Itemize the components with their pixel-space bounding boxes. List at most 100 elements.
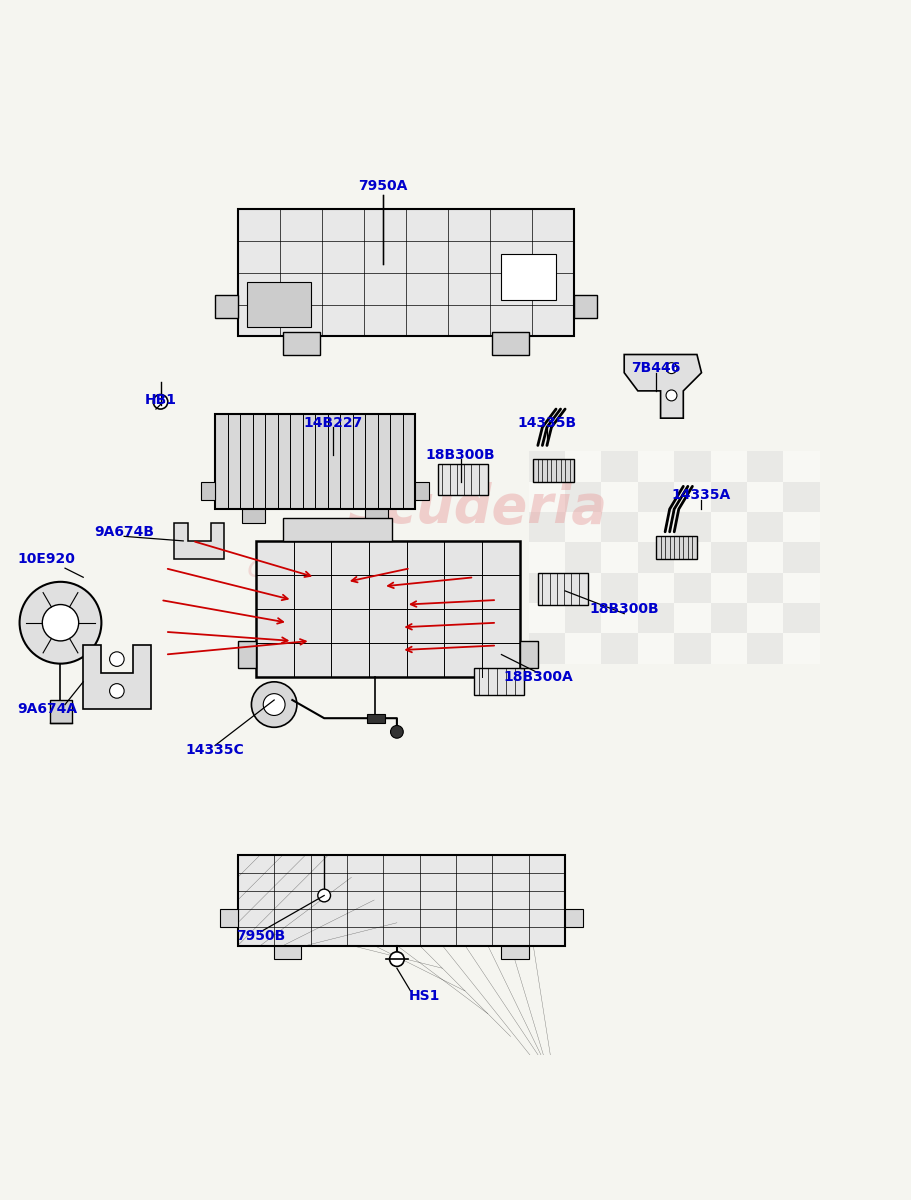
Circle shape (263, 694, 285, 715)
Circle shape (109, 684, 124, 698)
Circle shape (390, 726, 403, 738)
Bar (710, 542, 746, 572)
Bar (673, 542, 710, 572)
Bar (274, 946, 302, 959)
Bar (673, 482, 710, 512)
Bar (655, 536, 696, 559)
Text: 7950B: 7950B (236, 930, 285, 943)
Bar (710, 512, 746, 542)
Bar (247, 282, 310, 328)
Bar (710, 482, 746, 512)
Text: 14335A: 14335A (671, 488, 731, 503)
Text: HS1: HS1 (408, 989, 439, 1002)
Bar (242, 509, 265, 523)
Bar (637, 572, 673, 604)
Bar (601, 512, 637, 542)
Bar (492, 331, 528, 354)
Bar (565, 542, 601, 572)
Bar (565, 451, 601, 482)
FancyBboxPatch shape (215, 414, 415, 509)
Bar (501, 254, 556, 300)
Circle shape (153, 395, 168, 409)
Bar (528, 451, 565, 482)
Circle shape (42, 605, 78, 641)
Bar (501, 946, 528, 959)
Bar (746, 542, 783, 572)
Bar (673, 634, 710, 664)
Bar (528, 572, 565, 604)
Circle shape (665, 362, 676, 373)
Bar (746, 512, 783, 542)
Bar (746, 451, 783, 482)
Text: 14B227: 14B227 (303, 415, 363, 430)
Bar (783, 512, 819, 542)
Bar (565, 482, 601, 512)
Text: 14335C: 14335C (186, 743, 244, 757)
Bar (565, 634, 601, 664)
Text: 14335B: 14335B (517, 415, 576, 430)
Bar (601, 482, 637, 512)
Bar (528, 542, 565, 572)
Bar (601, 572, 637, 604)
Bar (601, 604, 637, 634)
Bar (238, 641, 256, 668)
Bar (710, 572, 746, 604)
Bar (574, 295, 597, 318)
Bar (783, 604, 819, 634)
Circle shape (19, 582, 101, 664)
FancyBboxPatch shape (238, 209, 574, 336)
Bar (601, 634, 637, 664)
FancyBboxPatch shape (238, 854, 565, 946)
Bar (366, 714, 384, 722)
Polygon shape (83, 646, 151, 709)
Bar (746, 604, 783, 634)
Bar (783, 542, 819, 572)
Bar (528, 512, 565, 542)
Bar (474, 668, 524, 696)
Text: 18B300A: 18B300A (502, 671, 572, 684)
Bar (783, 572, 819, 604)
Bar (746, 572, 783, 604)
Bar (283, 331, 319, 354)
Bar (637, 482, 673, 512)
Text: 7950A: 7950A (358, 179, 407, 193)
Polygon shape (623, 354, 701, 418)
Bar (220, 910, 238, 928)
Bar (783, 634, 819, 664)
Bar (710, 634, 746, 664)
Text: 9A674B: 9A674B (94, 524, 154, 539)
Bar (283, 518, 392, 541)
Bar (201, 482, 215, 500)
Bar (637, 512, 673, 542)
Bar (746, 634, 783, 664)
Text: 7B446: 7B446 (630, 361, 680, 376)
Bar (710, 604, 746, 634)
Bar (528, 482, 565, 512)
Bar (673, 572, 710, 604)
Bar (783, 451, 819, 482)
Text: 18B300B: 18B300B (589, 602, 659, 616)
Bar (637, 604, 673, 634)
Bar (673, 604, 710, 634)
Bar (437, 463, 487, 496)
Bar (673, 451, 710, 482)
Bar (673, 512, 710, 542)
Bar (49, 700, 72, 722)
Text: 9A674A: 9A674A (16, 702, 77, 716)
Bar (528, 634, 565, 664)
Bar (519, 641, 537, 668)
Bar (637, 451, 673, 482)
Bar (364, 509, 387, 523)
Bar (528, 604, 565, 634)
Bar (637, 542, 673, 572)
Circle shape (317, 889, 330, 902)
Bar (533, 460, 574, 482)
Bar (565, 604, 601, 634)
Bar (601, 542, 637, 572)
Bar (783, 482, 819, 512)
Text: car  parts: car parts (247, 554, 393, 583)
Text: 18B300B: 18B300B (425, 448, 495, 462)
FancyBboxPatch shape (256, 541, 519, 677)
Bar (746, 482, 783, 512)
Circle shape (665, 390, 676, 401)
